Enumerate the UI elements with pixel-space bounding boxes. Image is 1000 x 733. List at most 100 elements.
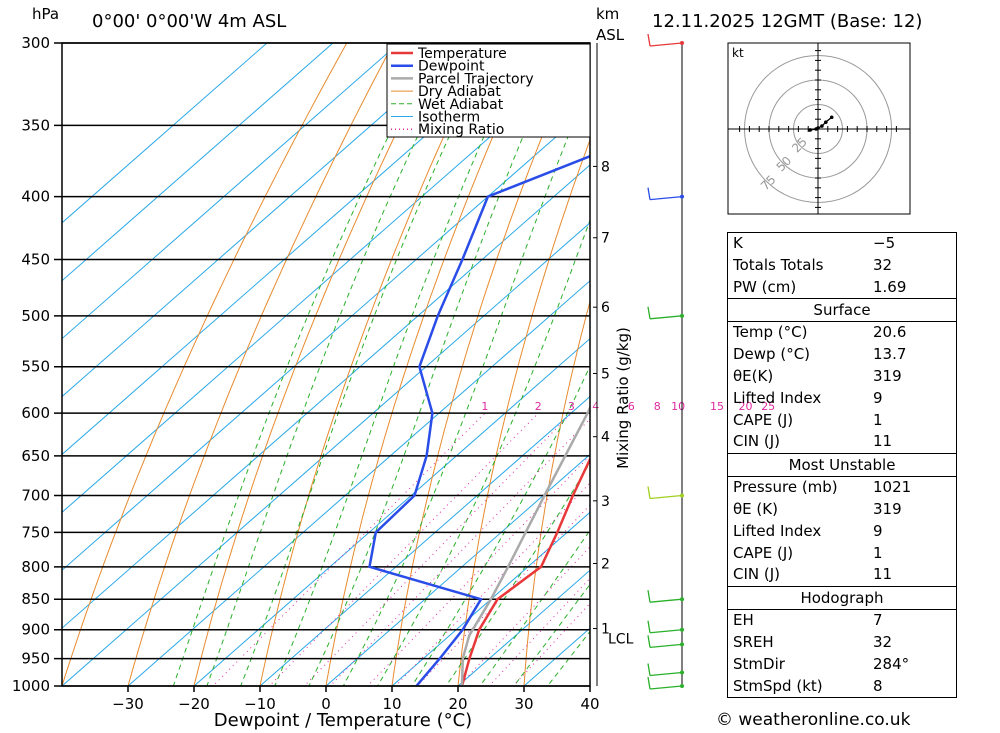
- pressure-tick-label: 950: [21, 650, 50, 668]
- index-row: θE(K) 319: [728, 366, 956, 388]
- hodograph-point: [824, 120, 828, 124]
- index-key: Totals Totals: [733, 255, 824, 274]
- barb-flag: [647, 620, 651, 633]
- pressure-tick-label: 750: [21, 523, 50, 541]
- x-tick-label: 0: [321, 695, 331, 713]
- mixing-ratio-line: [212, 412, 486, 686]
- isotherm-line: [325, 453, 590, 686]
- index-key: CIN (J): [733, 432, 781, 451]
- wet-adiabat-line: [308, 43, 564, 686]
- hodograph-indices: EH 7 SREH 32 StmDir 284° StmSpd (kt) 8: [728, 610, 956, 697]
- km-tick-label: 2: [601, 556, 610, 572]
- pressure-unit-label: hPa: [32, 5, 60, 23]
- index-row: Lifted Index 9: [728, 388, 956, 410]
- isotherm-line: [457, 569, 590, 686]
- x-axis-label: Dewpoint / Temperature (°C): [214, 710, 472, 731]
- index-row: Lifted Index 9: [728, 521, 956, 543]
- barb-staff: [649, 315, 683, 320]
- km-tick-label: 5: [601, 366, 610, 382]
- km-unit-label: km: [596, 5, 620, 23]
- hodograph-point: [820, 124, 824, 128]
- pressure-tick-label: 400: [21, 188, 50, 206]
- index-row: CAPE (J) 1: [728, 543, 956, 565]
- isotherm-line: [391, 511, 590, 686]
- barb-staff: [649, 195, 683, 201]
- index-value: 11: [873, 565, 893, 584]
- profile-lines: [368, 154, 590, 686]
- index-value: 1: [873, 543, 883, 562]
- index-value: 8: [873, 676, 883, 695]
- index-key: K: [733, 234, 743, 252]
- barb-staff: [649, 671, 683, 677]
- asl-unit-label: ASL: [596, 26, 625, 44]
- isotherm-line: [62, 106, 590, 571]
- barb-flag: [647, 306, 651, 319]
- index-value: 11: [873, 432, 893, 451]
- pressure-tick-label: 900: [21, 621, 50, 639]
- location-label: 0°00' 0°00'W 4m ASL: [92, 11, 287, 32]
- isotherm-line: [62, 48, 590, 514]
- general-indices: K −5 Totals Totals 32 PW (cm) 1.69: [728, 233, 956, 298]
- copyright-label: © weatheronline.co.uk: [716, 710, 911, 730]
- index-row: Temp (°C) 20.6: [728, 322, 956, 344]
- barb-flag: [647, 676, 651, 690]
- index-key: StmDir: [733, 654, 785, 673]
- index-value: 13.7: [873, 345, 907, 364]
- km-tick-label: 4: [601, 430, 610, 446]
- pressure-tick-label: 850: [21, 590, 50, 608]
- mixing-ratio-label: 6: [628, 400, 635, 413]
- index-value: 32: [873, 255, 893, 274]
- isotherm-line: [127, 280, 590, 686]
- pressure-tick-label: 600: [21, 404, 50, 422]
- mixing-ratio-label: 3: [568, 400, 575, 413]
- legend-entry: Dry Adiabat: [418, 84, 501, 100]
- hodograph-point: [829, 115, 834, 120]
- index-value: 1.69: [873, 277, 907, 296]
- isotherm-line: [62, 43, 268, 224]
- index-value: 9: [873, 521, 883, 540]
- barb-flag: [647, 663, 651, 676]
- index-row: EH 7: [728, 610, 956, 632]
- pressure-tick-label: 300: [21, 34, 50, 52]
- x-tick-label: 10: [382, 695, 401, 713]
- index-key: CIN (J): [733, 565, 781, 584]
- barb-flag: [647, 590, 651, 603]
- wind-barb: [647, 590, 684, 603]
- x-tick-label: −10: [244, 695, 276, 713]
- datetime-label: 12.11.2025 12GMT (Base: 12): [652, 11, 923, 32]
- hodograph-unit-label: kt: [732, 46, 744, 60]
- index-key: Temp (°C): [733, 323, 808, 342]
- dry-adiabat-line: [962, 0, 1000, 712]
- pressure-tick-label: 350: [21, 116, 50, 134]
- index-value: 32: [873, 632, 893, 651]
- barb-staff: [649, 685, 683, 690]
- index-key: PW (cm): [733, 277, 797, 296]
- most-unstable-header: Most Unstable: [728, 453, 956, 478]
- dewpoint-line: [368, 154, 590, 686]
- parcel-trajectory-line: [460, 404, 590, 686]
- index-value: −5: [873, 234, 896, 252]
- temperature-axis: −30 −20 −10 0 10 20 30 40: [112, 686, 600, 713]
- index-value: 20.6: [873, 323, 907, 342]
- isotherm-line: [62, 164, 590, 629]
- pressure-tick-label: 550: [21, 358, 50, 376]
- index-key: StmSpd (kt): [733, 676, 823, 695]
- height-axis: 1 2 3 4 5 6 7 8 LCL: [593, 43, 634, 686]
- index-row: StmSpd (kt) 8: [728, 676, 956, 698]
- legend-entry: Temperature: [417, 46, 507, 62]
- wind-barb: [647, 635, 684, 649]
- legend-entry: Dewpoint: [418, 59, 485, 75]
- legend-entry: Isotherm: [418, 110, 480, 126]
- indices-table: K −5 Totals Totals 32 PW (cm) 1.69 Surface Te…: [727, 232, 957, 699]
- index-key: EH: [733, 611, 754, 630]
- index-key: SREH: [733, 632, 774, 651]
- index-row: SREH 32: [728, 632, 956, 654]
- legend-box: [386, 43, 591, 138]
- mixing-ratio-label: 15: [710, 400, 724, 413]
- km-tick-label: 1: [601, 622, 610, 638]
- mixing-ratio-label: 8: [654, 400, 661, 413]
- isotherm-line: [62, 43, 334, 282]
- hodograph-point: [816, 126, 820, 130]
